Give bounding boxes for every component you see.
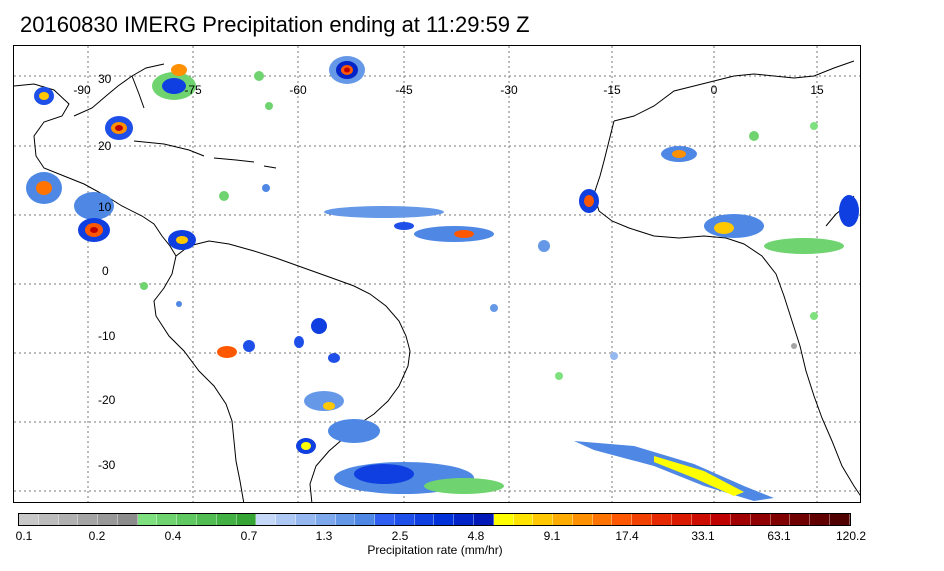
colorbar-swatch [335, 514, 356, 525]
colorbar-tick: 120.2 [835, 529, 867, 543]
colorbar-tick-labels: 0.1 0.2 0.4 0.7 1.3 2.5 4.8 9.1 17.4 33.… [0, 529, 944, 545]
lon-label: -75 [184, 83, 202, 97]
colorbar-swatch [414, 514, 435, 525]
colorbar-swatch [513, 514, 534, 525]
colorbar-tick: 0.1 [15, 529, 33, 543]
colorbar-swatch [117, 514, 138, 525]
latitude-labels: 30 20 10 0 -10 -20 -30 [98, 72, 116, 472]
precipitation-field [26, 56, 859, 501]
colorbar-swatch [711, 514, 732, 525]
coastlines [14, 60, 860, 502]
colorbar-swatch [375, 514, 395, 525]
lat-label: 30 [98, 72, 112, 86]
colorbar-swatch [652, 514, 672, 525]
colorbar-swatch [295, 514, 316, 525]
colorbar-swatch [256, 514, 277, 525]
colorbar-swatch [394, 514, 415, 525]
colorbar-swatch [454, 514, 474, 525]
lat-label: 20 [98, 139, 112, 153]
map-grid [14, 46, 860, 502]
colorbar-swatch [137, 514, 158, 525]
colorbar-tick: 0.4 [164, 529, 182, 543]
longitude-labels: -90 -75 -60 -45 -30 -15 0 15 [73, 83, 824, 97]
colorbar [18, 513, 851, 526]
colorbar-swatch [770, 514, 791, 525]
colorbar-swatch [592, 514, 613, 525]
colorbar-swatch [632, 514, 652, 525]
colorbar-swatch [58, 514, 79, 525]
lon-label: -45 [395, 83, 413, 97]
colorbar-tick: 1.3 [315, 529, 333, 543]
colorbar-tick: 2.5 [391, 529, 409, 543]
colorbar-swatch [315, 514, 336, 525]
colorbar-tick: 9.1 [543, 529, 561, 543]
colorbar-swatch [177, 514, 198, 525]
colorbar-tick: 17.4 [615, 529, 639, 543]
lon-label: -15 [603, 83, 621, 97]
lat-label: -20 [98, 393, 116, 407]
colorbar-swatch [830, 514, 850, 525]
lon-label: 0 [711, 83, 718, 97]
map-title: 20160830 IMERG Precipitation ending at 1… [20, 12, 530, 37]
colorbar-swatch [493, 514, 514, 525]
lat-label: -10 [98, 329, 116, 343]
colorbar-swatch [553, 514, 573, 525]
colorbar-swatch [197, 514, 217, 525]
lon-label: 15 [810, 83, 824, 97]
colorbar-swatch [572, 514, 593, 525]
colorbar-swatch [98, 514, 118, 525]
colorbar-swatch [276, 514, 296, 525]
colorbar-swatch [434, 514, 455, 525]
colorbar-swatch [38, 514, 59, 525]
colorbar-swatch [671, 514, 692, 525]
colorbar-tick: 0.7 [240, 529, 258, 543]
lon-label: -90 [73, 83, 91, 97]
lat-label: -30 [98, 458, 116, 472]
colorbar-swatch [810, 514, 831, 525]
colorbar-swatch [355, 514, 376, 525]
colorbar-tick: 4.8 [467, 529, 485, 543]
lat-label: 10 [98, 200, 112, 214]
colorbar-swatch [612, 514, 633, 525]
colorbar-swatch [19, 514, 39, 525]
colorbar-tick: 33.1 [691, 529, 715, 543]
lon-label: -60 [289, 83, 307, 97]
lat-label: 0 [102, 264, 109, 278]
precipitation-map: -90 -75 -60 -45 -30 -15 0 15 30 20 10 0 … [13, 45, 861, 503]
colorbar-swatch [157, 514, 178, 525]
colorbar-swatch [750, 514, 771, 525]
colorbar-swatch [473, 514, 494, 525]
colorbar-tick: 63.1 [767, 529, 791, 543]
colorbar-swatch [236, 514, 257, 525]
colorbar-swatch [78, 514, 99, 525]
colorbar-swatch [533, 514, 554, 525]
colorbar-title: Precipitation rate (mm/hr) [367, 543, 503, 557]
colorbar-swatch [790, 514, 811, 525]
lon-label: -30 [500, 83, 518, 97]
colorbar-swatch [216, 514, 237, 525]
colorbar-swatch [731, 514, 751, 525]
colorbar-tick: 0.2 [88, 529, 106, 543]
colorbar-swatch [691, 514, 712, 525]
